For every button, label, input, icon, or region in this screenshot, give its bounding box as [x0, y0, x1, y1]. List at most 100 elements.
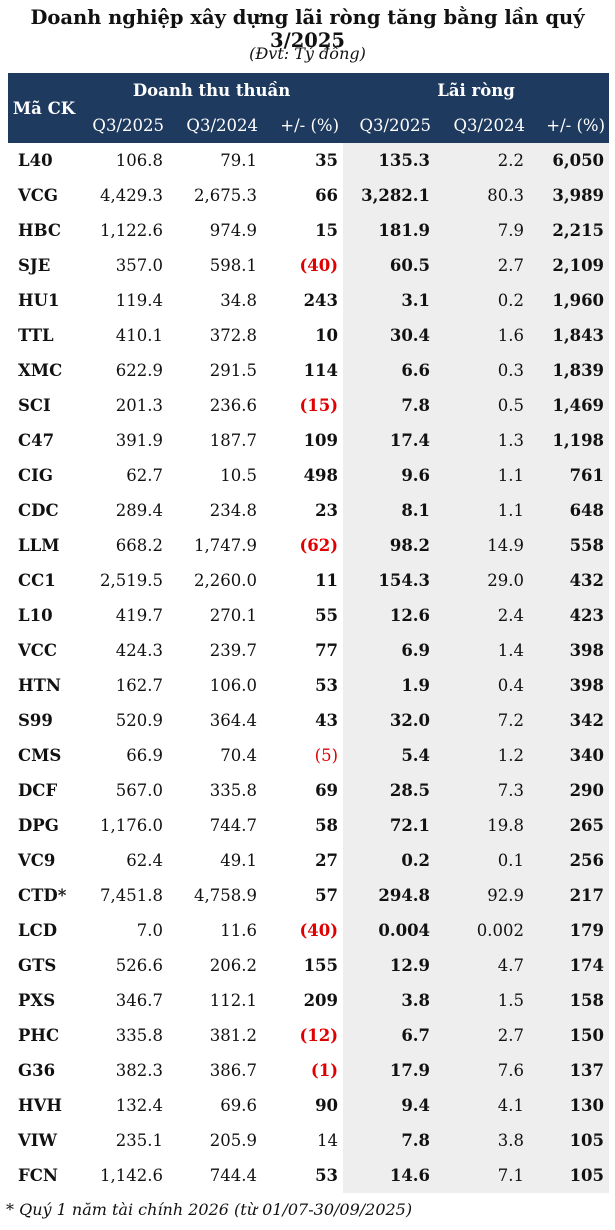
- cell-code: VCG: [18, 186, 59, 205]
- cell-rev-q3-2025: 520.9: [115, 711, 163, 730]
- cell-rev-q3-2025: 424.3: [115, 641, 163, 660]
- cell-np-change: 1,843: [529, 318, 610, 353]
- cell-rev-q3-2024: 234.8: [209, 501, 257, 520]
- cell-code: SJE: [18, 256, 51, 275]
- cell-np-change: 179: [529, 913, 610, 948]
- cell-np-q3-2025: 3.8: [343, 983, 436, 1018]
- table-row: HTN 162.7 106.0 53 1.9 0.4 398: [8, 668, 610, 703]
- cell-rev-change: 10: [315, 326, 339, 345]
- header-np-change: +/- (%): [529, 107, 610, 143]
- cell-np-q3-2024: 0.3: [435, 353, 530, 388]
- cell-np-change: 648: [529, 493, 610, 528]
- table-row: CIG 62.7 10.5 498 9.6 1.1 761: [8, 458, 610, 493]
- cell-np-q3-2025: 181.9: [343, 213, 436, 248]
- cell-np-q3-2025: 14.6: [343, 1158, 436, 1193]
- cell-code: PHC: [18, 1026, 60, 1045]
- cell-code: TTL: [18, 326, 54, 345]
- cell-rev-q3-2025: 419.7: [115, 606, 163, 625]
- cell-code: HVH: [18, 1096, 62, 1115]
- table-row: S99 520.9 364.4 43 32.0 7.2 342: [8, 703, 610, 738]
- cell-rev-q3-2025: 7.0: [136, 921, 163, 940]
- cell-rev-q3-2025: 119.4: [115, 291, 163, 310]
- cell-rev-change: (15): [299, 396, 339, 415]
- cell-rev-change: 155: [303, 956, 339, 975]
- header-code: Mã CK: [8, 73, 80, 143]
- cell-np-q3-2024: 14.9: [435, 528, 530, 563]
- cell-rev-q3-2025: 335.8: [115, 1026, 163, 1045]
- cell-np-change: 423: [529, 598, 610, 633]
- cell-rev-q3-2025: 346.7: [115, 991, 163, 1010]
- cell-np-q3-2025: 6.9: [343, 633, 436, 668]
- table-row: VCC 424.3 239.7 77 6.9 1.4 398: [8, 633, 610, 668]
- cell-np-q3-2024: 7.9: [435, 213, 530, 248]
- unit-label: (Đvt: Tỷ đồng): [249, 44, 366, 63]
- footnote: * Quý 1 năm tài chính 2026 (từ 01/07-30/…: [6, 1200, 413, 1219]
- cell-np-change: 1,469: [529, 388, 610, 423]
- cell-rev-change: 23: [315, 501, 339, 520]
- cell-code: FCN: [18, 1166, 58, 1185]
- cell-rev-q3-2024: 187.7: [209, 431, 257, 450]
- cell-rev-change: 35: [315, 151, 339, 170]
- cell-np-q3-2025: 5.4: [343, 738, 436, 773]
- cell-rev-q3-2024: 291.5: [209, 361, 257, 380]
- cell-np-q3-2025: 32.0: [343, 703, 436, 738]
- cell-code: G36: [18, 1061, 56, 1080]
- cell-np-q3-2025: 28.5: [343, 773, 436, 808]
- cell-rev-q3-2024: 239.7: [209, 641, 257, 660]
- cell-rev-q3-2024: 49.1: [220, 851, 257, 870]
- table-row: CC1 2,519.5 2,260.0 11 154.3 29.0 432: [8, 563, 610, 598]
- cell-np-change: 761: [529, 458, 610, 493]
- cell-np-q3-2025: 9.4: [343, 1088, 436, 1123]
- cell-np-q3-2024: 1.6: [435, 318, 530, 353]
- cell-rev-q3-2024: 106.0: [209, 676, 257, 695]
- cell-code: HBC: [18, 221, 61, 240]
- cell-np-q3-2024: 7.2: [435, 703, 530, 738]
- cell-rev-q3-2024: 10.5: [220, 466, 257, 485]
- cell-code: SCI: [18, 396, 51, 415]
- cell-rev-q3-2024: 335.8: [209, 781, 257, 800]
- cell-np-q3-2024: 80.3: [435, 178, 530, 213]
- cell-rev-q3-2025: 289.4: [115, 501, 163, 520]
- cell-rev-change: 66: [315, 186, 339, 205]
- cell-np-change: 137: [529, 1053, 610, 1088]
- cell-np-q3-2025: 9.6: [343, 458, 436, 493]
- table-row: PHC 335.8 381.2 (12) 6.7 2.7 150: [8, 1018, 610, 1053]
- cell-rev-change: 43: [315, 711, 339, 730]
- table-row: SJE 357.0 598.1 (40) 60.5 2.7 2,109: [8, 248, 610, 283]
- cell-rev-q3-2025: 235.1: [115, 1131, 163, 1150]
- cell-rev-q3-2024: 744.4: [209, 1166, 257, 1185]
- cell-np-q3-2025: 98.2: [343, 528, 436, 563]
- cell-rev-change: (40): [299, 921, 339, 940]
- cell-rev-q3-2025: 382.3: [115, 1061, 163, 1080]
- cell-np-q3-2025: 30.4: [343, 318, 436, 353]
- cell-rev-q3-2025: 526.6: [115, 956, 163, 975]
- cell-np-q3-2024: 19.8: [435, 808, 530, 843]
- cell-rev-change: 77: [315, 641, 339, 660]
- cell-rev-q3-2025: 66.9: [126, 746, 163, 765]
- cell-code: XMC: [18, 361, 63, 380]
- cell-rev-q3-2025: 7,451.8: [100, 886, 163, 905]
- cell-np-change: 2,109: [529, 248, 610, 283]
- cell-np-q3-2025: 12.6: [343, 598, 436, 633]
- cell-rev-q3-2024: 744.7: [209, 816, 257, 835]
- cell-rev-change: (1): [310, 1061, 339, 1080]
- cell-np-q3-2024: 2.4: [435, 598, 530, 633]
- cell-np-q3-2024: 0.4: [435, 668, 530, 703]
- header-rev-q3-2025: Q3/2025: [80, 107, 168, 143]
- cell-np-q3-2025: 0.2: [343, 843, 436, 878]
- cell-np-q3-2024: 1.4: [435, 633, 530, 668]
- cell-code: VCC: [18, 641, 58, 660]
- cell-rev-q3-2024: 69.6: [220, 1096, 257, 1115]
- cell-rev-q3-2024: 112.1: [209, 991, 257, 1010]
- cell-rev-q3-2024: 372.8: [209, 326, 257, 345]
- table-row: GTS 526.6 206.2 155 12.9 4.7 174: [8, 948, 610, 983]
- table-row: FCN 1,142.6 744.4 53 14.6 7.1 105: [8, 1158, 610, 1193]
- cell-rev-change: 58: [315, 816, 339, 835]
- cell-np-q3-2024: 2.7: [435, 1018, 530, 1053]
- cell-np-q3-2025: 17.9: [343, 1053, 436, 1088]
- cell-rev-q3-2024: 11.6: [220, 921, 257, 940]
- cell-rev-change: 57: [315, 886, 339, 905]
- cell-np-q3-2024: 1.2: [435, 738, 530, 773]
- table-row: DCF 567.0 335.8 69 28.5 7.3 290: [8, 773, 610, 808]
- cell-code: CTD*: [18, 886, 67, 905]
